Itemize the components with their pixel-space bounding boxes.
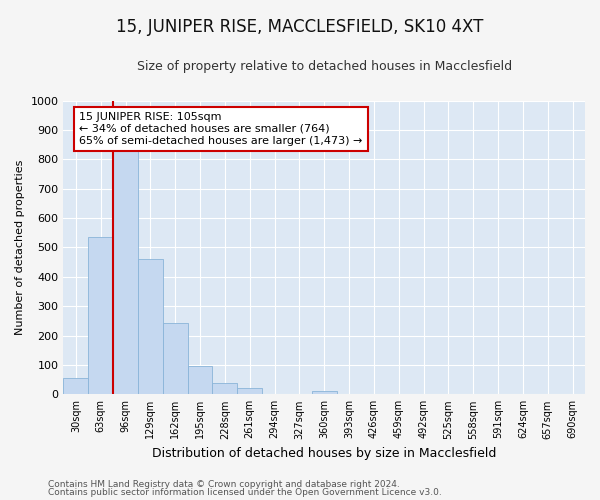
Bar xyxy=(113,149,138,394)
Bar xyxy=(138,259,163,394)
Text: 15 JUNIPER RISE: 105sqm
← 34% of detached houses are smaller (764)
65% of semi-d: 15 JUNIPER RISE: 105sqm ← 34% of detache… xyxy=(79,112,362,146)
Bar xyxy=(312,392,337,394)
Text: Contains HM Land Registry data © Crown copyright and database right 2024.: Contains HM Land Registry data © Crown c… xyxy=(48,480,400,489)
Text: 15, JUNIPER RISE, MACCLESFIELD, SK10 4XT: 15, JUNIPER RISE, MACCLESFIELD, SK10 4XT xyxy=(116,18,484,36)
Bar xyxy=(64,378,88,394)
Bar xyxy=(188,366,212,394)
Bar xyxy=(212,383,237,394)
Bar xyxy=(237,388,262,394)
Bar xyxy=(163,323,188,394)
Text: Contains public sector information licensed under the Open Government Licence v3: Contains public sector information licen… xyxy=(48,488,442,497)
Bar xyxy=(88,237,113,394)
Y-axis label: Number of detached properties: Number of detached properties xyxy=(15,160,25,335)
Title: Size of property relative to detached houses in Macclesfield: Size of property relative to detached ho… xyxy=(137,60,512,73)
X-axis label: Distribution of detached houses by size in Macclesfield: Distribution of detached houses by size … xyxy=(152,447,496,460)
